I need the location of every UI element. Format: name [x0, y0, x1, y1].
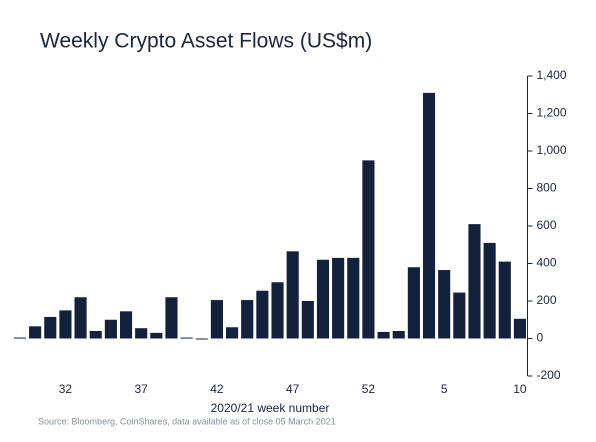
bar [180, 337, 193, 339]
bar [29, 326, 42, 339]
y-tick-label: 400 [537, 256, 557, 270]
bar [256, 290, 269, 339]
x-tick-label: 32 [59, 382, 73, 396]
bar [271, 282, 284, 339]
bar [241, 300, 254, 339]
bar [513, 318, 526, 339]
bar [377, 331, 390, 339]
bar [483, 242, 496, 339]
bar [210, 300, 223, 339]
bar [438, 270, 451, 339]
bar [286, 251, 299, 339]
bar [104, 319, 117, 339]
bar [392, 331, 405, 339]
bar [347, 257, 360, 339]
bar [422, 92, 436, 339]
y-tick-label: 1,200 [537, 106, 567, 120]
bar [59, 310, 72, 339]
y-tick-label: 1,000 [537, 143, 567, 157]
source-note: Source: Bloomberg, CoinShares, data avai… [38, 416, 336, 426]
x-tick-label: 47 [286, 382, 300, 396]
x-axis-label: 2020/21 week number [211, 401, 330, 415]
y-tick-label: 800 [537, 181, 557, 195]
bar [119, 311, 133, 339]
y-tick-label: 200 [537, 293, 557, 307]
x-tick-label: 52 [362, 382, 376, 396]
bar [453, 292, 466, 339]
x-tick-label: 37 [134, 382, 148, 396]
bar [226, 327, 239, 339]
bar [89, 331, 102, 339]
bar [407, 267, 420, 339]
y-tick-label: 1,400 [537, 68, 567, 82]
bar [468, 224, 481, 339]
bar [362, 160, 375, 339]
y-tick-label: 0 [537, 331, 544, 345]
bar [165, 297, 178, 339]
bar [13, 337, 27, 339]
bar [44, 316, 57, 339]
bar [498, 261, 511, 339]
bar [316, 259, 330, 339]
bar [195, 338, 208, 340]
y-tick-label: -200 [537, 368, 561, 382]
x-tick-label: 5 [441, 382, 448, 396]
chart-title: Weekly Crypto Asset Flows (US$m) [40, 30, 372, 53]
bar [135, 328, 148, 339]
bar [150, 332, 163, 339]
y-tick-label: 600 [537, 218, 557, 232]
x-tick-label: 42 [210, 382, 224, 396]
bar [332, 257, 345, 339]
bar [74, 297, 87, 339]
bar [301, 301, 314, 339]
x-tick-label: 10 [513, 382, 527, 396]
